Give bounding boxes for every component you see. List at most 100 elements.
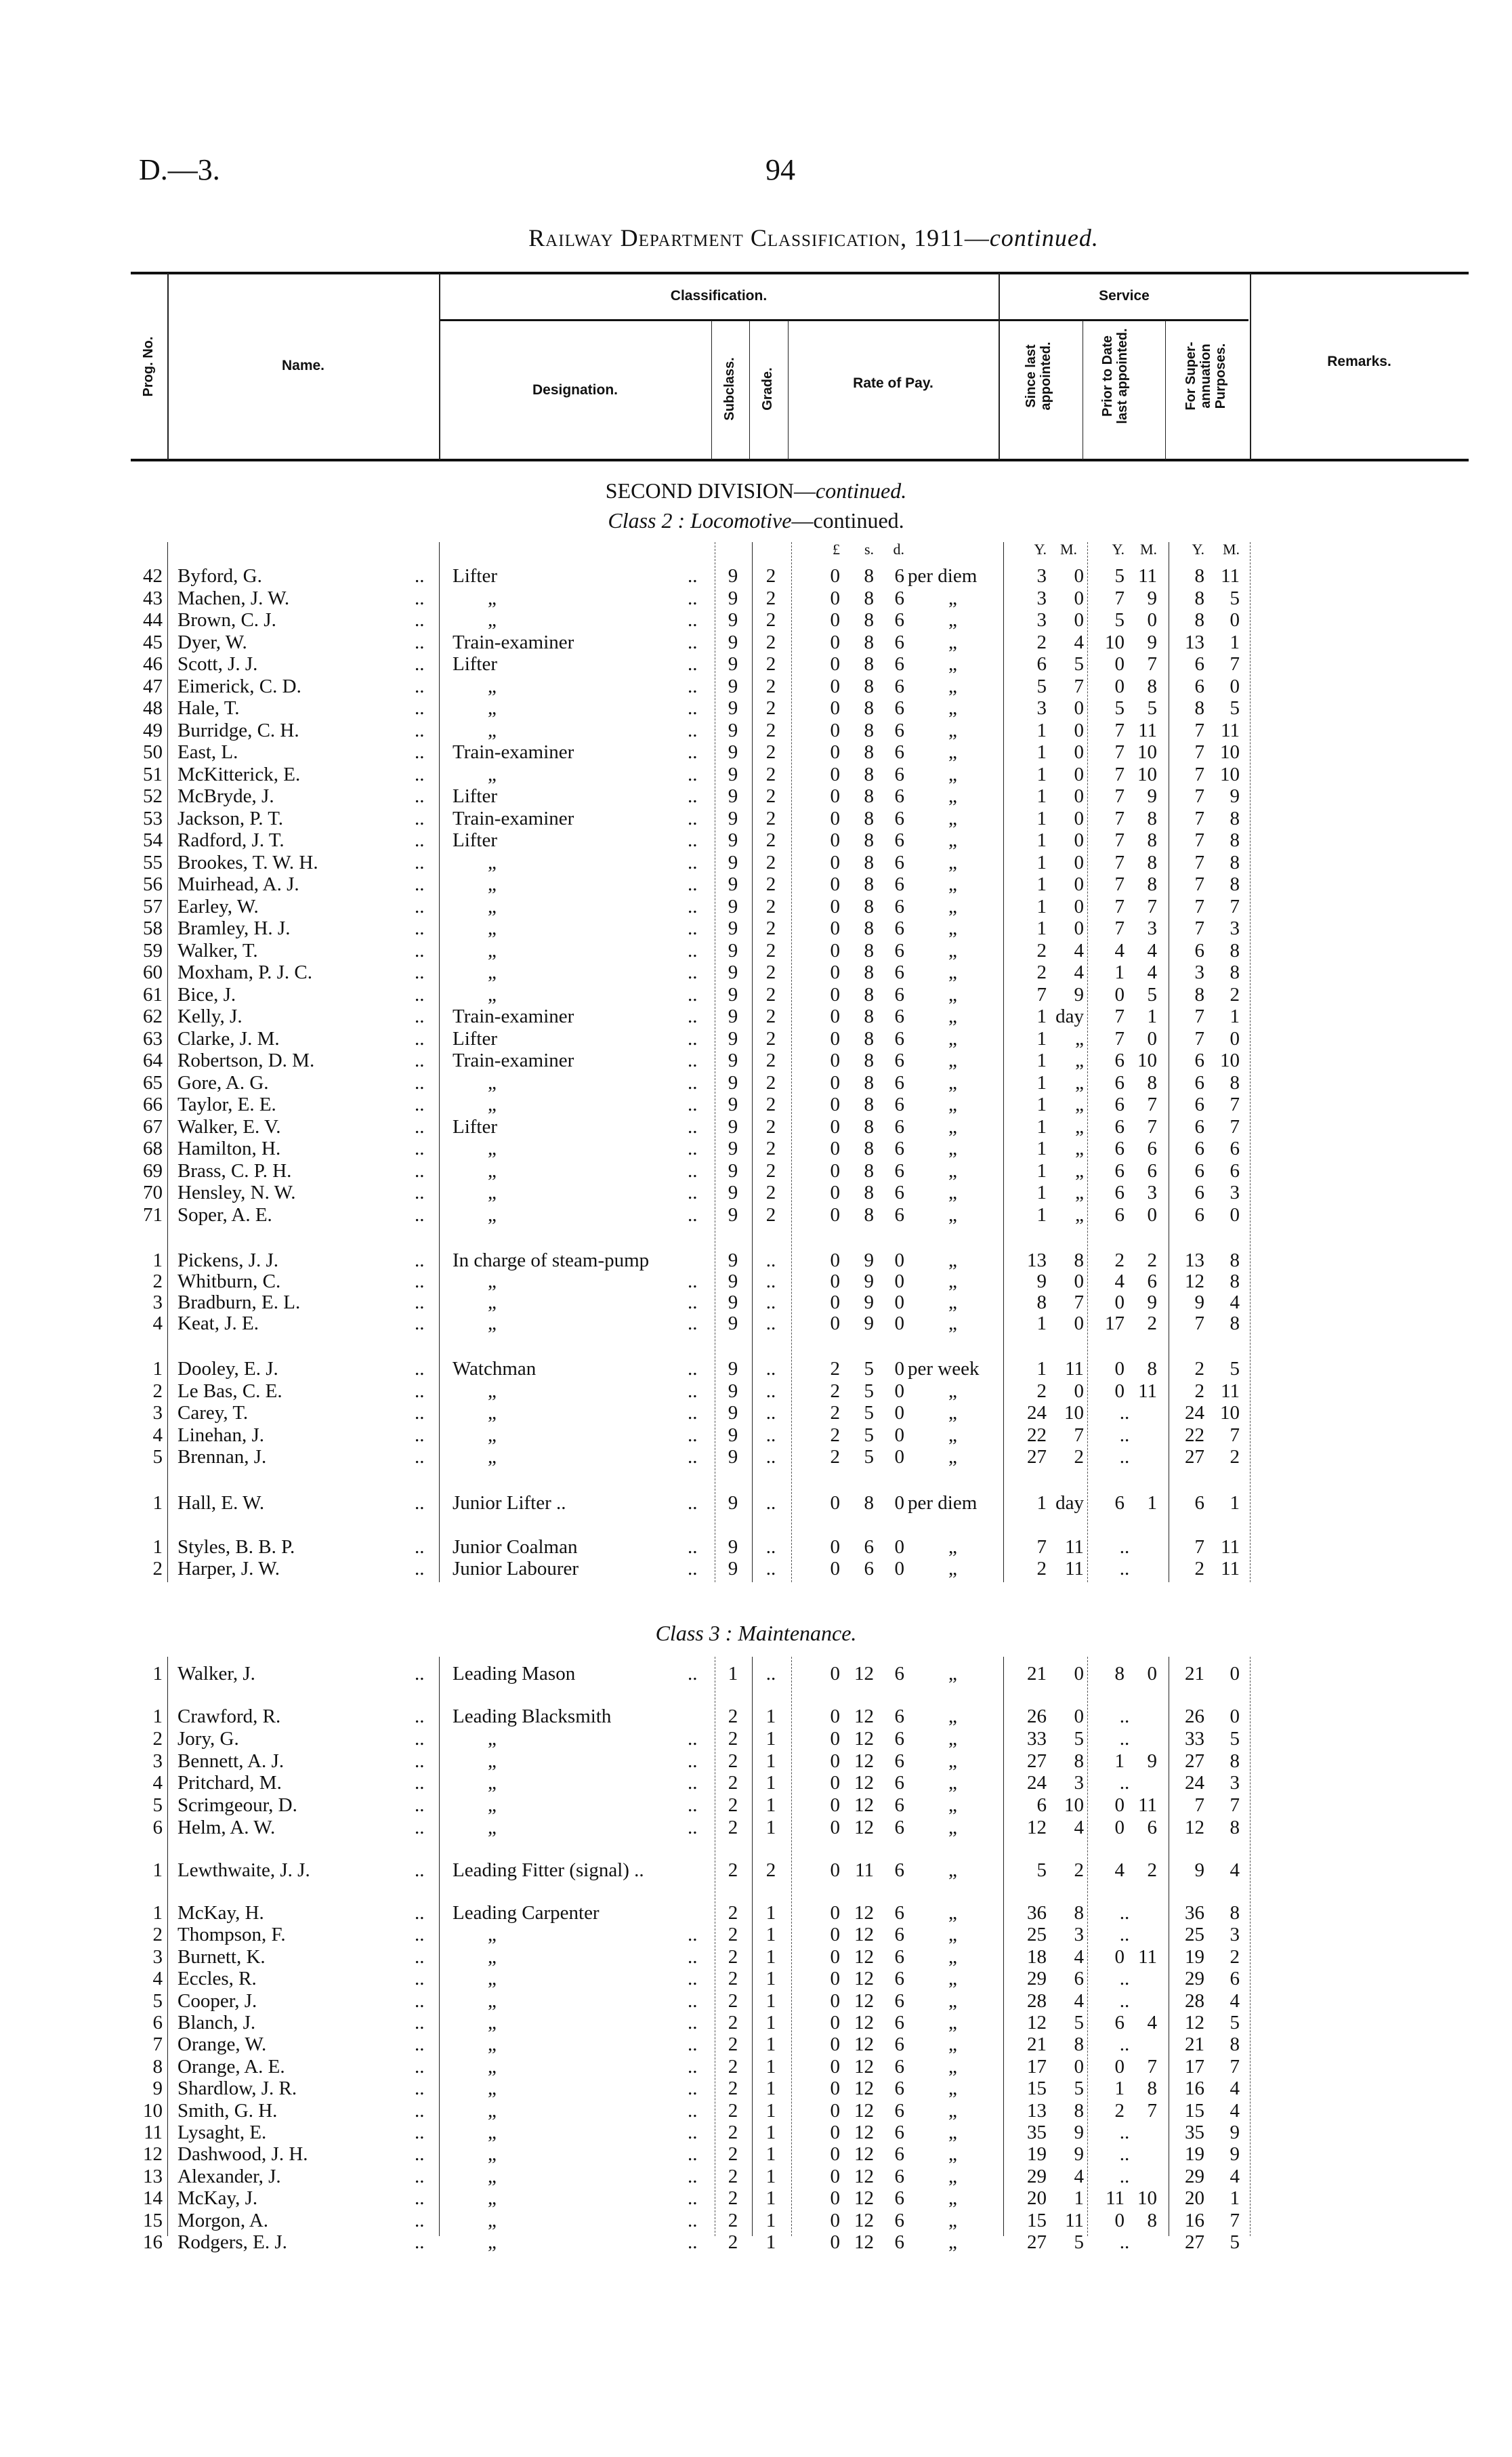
prog-no: 6 [152, 1817, 163, 1838]
pay-unit: „ [948, 2078, 957, 2100]
pay-pence: 6 [894, 719, 905, 741]
prior-months: 4 [1147, 962, 1158, 983]
column-rule [752, 542, 753, 1582]
pay-shillings: 12 [854, 2231, 874, 2253]
grade: 2 [765, 1050, 776, 1071]
grade: 2 [765, 609, 776, 631]
pay-shillings: 9 [864, 1313, 875, 1334]
prior-months: 9 [1147, 1750, 1158, 1772]
name: Styles, B. B. P. [177, 1536, 295, 1558]
dot-leader: .. [688, 2012, 698, 2033]
prior-months: 4 [1147, 939, 1158, 962]
dot-leader: .. [415, 2187, 425, 2210]
pay-unit: „ [948, 1271, 957, 1292]
name: Hensley, N. W. [177, 1182, 296, 1203]
dot-leader: .. [688, 1006, 698, 1027]
since-months: 5 [1074, 2231, 1085, 2253]
subclass: 9 [728, 1138, 738, 1159]
col-divider [167, 273, 169, 460]
since-months: 7 [1074, 1424, 1085, 1446]
prior-years: 0 [1114, 653, 1125, 675]
unit-pence: d. [893, 541, 905, 558]
super-months: 8 [1230, 962, 1240, 983]
prior-months: 5 [1147, 697, 1158, 719]
pay-shillings: 8 [864, 565, 875, 587]
since-years: 2 [1036, 1380, 1047, 1402]
pay-pence: 6 [894, 1772, 905, 1794]
subclass: 9 [728, 631, 738, 653]
dot-leader: .. [415, 1094, 425, 1115]
pay-pounds: 0 [830, 1071, 841, 1094]
col-divider [1250, 273, 1251, 460]
dot-leader: .. [688, 2143, 698, 2166]
dot-leader: .. [688, 1050, 698, 1071]
super-years: 29 [1185, 1968, 1204, 1990]
column-rule [167, 542, 168, 1582]
dot-leader: .. [415, 1945, 425, 1968]
subclass: 9 [728, 1250, 738, 1271]
designation: „ [488, 1271, 497, 1292]
since-months: 9 [1074, 2143, 1085, 2166]
grade: .. [765, 1292, 776, 1313]
pay-pounds: 0 [830, 1706, 841, 1727]
prog-no: 70 [143, 1182, 163, 1203]
super-years: 24 [1185, 1402, 1204, 1424]
pay-unit: per week [908, 1358, 980, 1380]
prog-no: 4 [152, 1968, 163, 1990]
since-years: 1 [1036, 1006, 1047, 1027]
subclass: 9 [728, 807, 738, 829]
pay-unit: „ [948, 1924, 957, 1946]
super-months: 4 [1230, 2099, 1240, 2122]
prior-months: 11 [1138, 719, 1157, 741]
pay-pounds: 0 [830, 631, 841, 653]
super-months: 2 [1230, 1446, 1240, 1468]
pay-pounds: 0 [830, 1794, 841, 1817]
prior-months: 5 [1147, 983, 1158, 1006]
name: Bice, J. [177, 983, 236, 1006]
prog-no: 42 [143, 565, 163, 587]
pay-shillings: 9 [864, 1250, 875, 1271]
super-years: 26 [1185, 1706, 1204, 1727]
name: Kelly, J. [177, 1006, 243, 1027]
super-years: 6 [1194, 1094, 1205, 1115]
super-years: 24 [1185, 1772, 1204, 1794]
pay-pounds: 0 [830, 1159, 841, 1182]
subclass: 9 [728, 1159, 738, 1182]
class-name: Locomotive [690, 508, 792, 533]
name: Scrimgeour, D. [177, 1794, 297, 1817]
designation: „ [488, 1772, 497, 1794]
division-heading: SECOND DIVISION—continued. [0, 478, 1512, 503]
prog-no: 65 [143, 1071, 163, 1094]
pay-shillings: 6 [864, 1558, 875, 1580]
designation: Lifter [453, 565, 498, 587]
dot-leader: .. [415, 1794, 425, 1817]
table-row: 64 Robertson, D. M. Train-examiner 9 2 0 8 6 1 „ 6… [0, 1050, 1512, 1071]
grade: 1 [765, 2231, 776, 2253]
grade: 1 [765, 1727, 776, 1750]
pay-pence: 6 [894, 1027, 905, 1050]
designation: „ [488, 1380, 497, 1402]
prior-years: 4 [1114, 939, 1125, 962]
dot-leader: .. [415, 917, 425, 939]
dot-leader: .. [688, 1446, 698, 1468]
pay-unit: „ [948, 1115, 957, 1138]
designation: „ [488, 1159, 497, 1182]
since-months: 4 [1074, 1989, 1085, 2012]
designation: Leading Carpenter [453, 1902, 600, 1924]
since-months: 7 [1074, 675, 1085, 697]
name: Burridge, C. H. [177, 719, 299, 741]
pay-pounds: 0 [830, 2143, 841, 2166]
pay-shillings: 8 [864, 829, 875, 851]
unit-months: M. [1222, 541, 1240, 558]
pay-shillings: 8 [864, 807, 875, 829]
designation: „ [488, 2099, 497, 2122]
name: Shardlow, J. R. [177, 2078, 297, 2100]
super-months: 8 [1230, 807, 1240, 829]
pay-unit: „ [948, 1094, 957, 1115]
prior-years: 8 [1114, 1663, 1125, 1685]
dot-leader: .. [415, 2231, 425, 2253]
pay-pence: 6 [894, 895, 905, 917]
dot-leader: .. [415, 1380, 425, 1402]
pay-unit: „ [948, 2231, 957, 2253]
designation: „ [488, 2231, 497, 2253]
